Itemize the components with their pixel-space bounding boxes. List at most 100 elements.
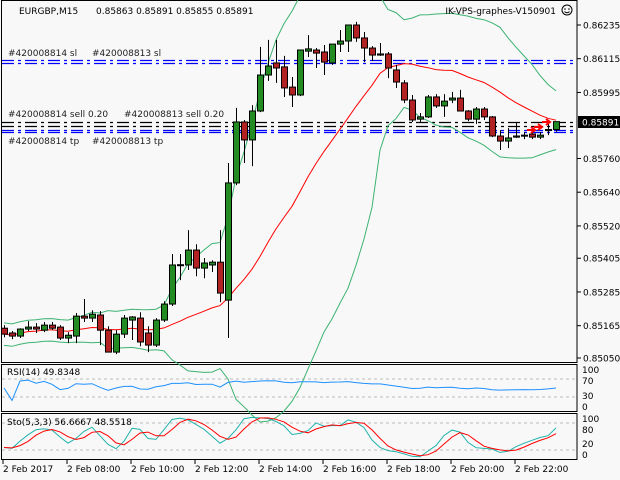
candle: [297, 49, 304, 97]
bollinger-lower-band: [3, 106, 557, 423]
bear-candle-body: [457, 97, 464, 112]
candle: [329, 43, 336, 65]
candle: [185, 230, 192, 271]
bear-candle-body: [81, 315, 88, 319]
candle: [217, 230, 224, 303]
candle: [385, 51, 392, 79]
stoch-level-label: 100: [582, 415, 599, 425]
candle: [313, 48, 320, 68]
bull-candle-body: [209, 261, 216, 266]
candle: [305, 35, 312, 58]
bear-candle-body: [57, 326, 64, 339]
bear-candle-body: [361, 37, 368, 49]
bull-candle-body: [297, 49, 304, 96]
x-tick-label: 2 Feb 08:00: [67, 465, 121, 475]
candle: [241, 119, 248, 163]
candle: [321, 44, 328, 76]
candle: [49, 322, 56, 331]
rsi-level-label: 0: [582, 403, 588, 413]
bull-candle-body: [185, 249, 192, 266]
y-tick-label: 0.86115: [583, 55, 620, 65]
indicator-name: IK-VPS-graphes-V150901: [445, 7, 556, 17]
candle: [505, 128, 512, 149]
candle: [225, 162, 232, 339]
candle: [377, 42, 384, 56]
order-line-label: #420008813 sl: [92, 49, 161, 59]
bear-candle-body: [137, 317, 144, 343]
bull-candle-body: [65, 334, 72, 339]
bear-candle-body: [401, 82, 408, 101]
main-chart-frame: [1, 0, 578, 363]
current-price-box: 0.85891: [578, 116, 620, 129]
candle: [65, 332, 72, 344]
candle: [457, 89, 464, 112]
order-line-label: #420008813 tp: [92, 137, 163, 147]
bear-candle-body: [321, 51, 328, 63]
bear-candle-body: [385, 53, 392, 69]
candle: [97, 311, 104, 346]
bull-candle-body: [225, 182, 232, 301]
candle: [489, 116, 496, 138]
candle: [345, 24, 352, 52]
x-tick-label: 2 Feb 12:00: [195, 465, 249, 475]
x-tick-label: 2 Feb 20:00: [451, 465, 505, 475]
stoch-label: Sto(5,3,3) 56.6667 48.5518: [7, 418, 132, 428]
bull-candle-body: [329, 43, 336, 64]
candle: [33, 323, 40, 333]
y-tick-label: 0.85405: [583, 255, 620, 265]
bear-candle-body: [193, 249, 200, 269]
y-tick-label: 0.86235: [583, 22, 620, 32]
bear-candle-body: [481, 108, 488, 118]
candle: [145, 326, 152, 353]
candle: [465, 110, 472, 122]
bear-candle-body: [33, 326, 40, 330]
candle: [417, 112, 424, 122]
bull-candle-body: [89, 313, 96, 319]
bull-candle-body: [129, 316, 136, 321]
order-line-label: #420008814 tp: [8, 137, 79, 147]
bull-candle-body: [377, 53, 384, 56]
candle: [233, 107, 240, 186]
rsi-level-label: 100: [582, 366, 599, 376]
bull-candle-body: [441, 100, 448, 107]
candle: [481, 107, 488, 120]
candle: [425, 94, 432, 119]
x-tick-label: 2 Feb 10:00: [131, 465, 185, 475]
y-tick-label: 0.85640: [583, 189, 620, 199]
x-tick-label: 2 Feb 18:00: [387, 465, 441, 475]
bull-candle-body: [249, 110, 256, 141]
stoch-panel-frame: [1, 413, 578, 460]
bear-candle-body: [97, 314, 104, 331]
bear-candle-body: [529, 133, 536, 138]
candle: [121, 315, 128, 339]
bear-candle-body: [273, 62, 280, 69]
moving-average-line: [3, 63, 557, 336]
bear-candle-body: [393, 69, 400, 83]
candle: [153, 318, 160, 348]
candle: [289, 76, 296, 108]
candle: [401, 80, 408, 104]
order-line-label: #420008814 sl: [8, 49, 77, 59]
rsi-panel-frame: [1, 364, 578, 412]
candle: [249, 105, 256, 167]
bull-candle-body: [425, 96, 432, 118]
candle: [25, 321, 32, 332]
bear-candle-body: [409, 99, 416, 121]
bull-candle-body: [545, 129, 552, 132]
candle: [361, 32, 368, 63]
bear-candle-body: [145, 332, 152, 346]
bear-candle-body: [289, 86, 296, 96]
bull-candle-body: [513, 135, 520, 138]
candle: [513, 123, 520, 138]
bull-candle-body: [337, 40, 344, 45]
candle: [57, 325, 64, 341]
candle: [129, 316, 136, 341]
bear-candle-body: [217, 261, 224, 294]
bear-candle-body: [369, 47, 376, 56]
x-tick-label: 2 Feb 16:00: [323, 465, 377, 475]
candle: [257, 46, 264, 113]
stoch-level-label: 80: [582, 426, 594, 436]
candle: [41, 322, 48, 333]
bull-candle-body: [345, 24, 352, 42]
